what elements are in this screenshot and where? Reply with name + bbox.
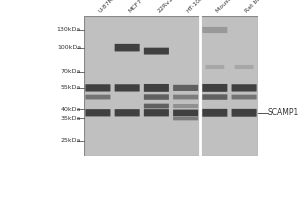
FancyBboxPatch shape xyxy=(115,44,140,51)
Text: HT-1080: HT-1080 xyxy=(186,0,207,14)
FancyBboxPatch shape xyxy=(173,110,198,116)
Text: Rat brain: Rat brain xyxy=(244,0,268,14)
FancyBboxPatch shape xyxy=(115,109,140,116)
Text: 70kDa: 70kDa xyxy=(61,69,81,74)
Text: U-87MG: U-87MG xyxy=(98,0,119,14)
Text: 55kDa: 55kDa xyxy=(61,85,81,90)
Text: MCF7: MCF7 xyxy=(127,0,143,14)
FancyBboxPatch shape xyxy=(85,95,110,99)
FancyBboxPatch shape xyxy=(144,84,169,92)
FancyBboxPatch shape xyxy=(85,109,110,116)
FancyBboxPatch shape xyxy=(144,104,169,108)
Text: 40kDa: 40kDa xyxy=(61,107,81,112)
FancyBboxPatch shape xyxy=(144,48,169,55)
FancyBboxPatch shape xyxy=(202,109,227,117)
FancyBboxPatch shape xyxy=(144,94,169,100)
Text: 130kDa: 130kDa xyxy=(57,27,81,32)
FancyBboxPatch shape xyxy=(232,109,256,117)
Text: Mouse brain: Mouse brain xyxy=(215,0,246,14)
FancyBboxPatch shape xyxy=(173,85,198,91)
FancyBboxPatch shape xyxy=(115,84,140,92)
FancyBboxPatch shape xyxy=(202,94,227,100)
FancyBboxPatch shape xyxy=(85,84,110,92)
Text: 25kDa: 25kDa xyxy=(61,138,81,143)
Text: 22Rv1: 22Rv1 xyxy=(156,0,174,14)
FancyBboxPatch shape xyxy=(206,65,224,69)
FancyBboxPatch shape xyxy=(202,27,227,33)
FancyBboxPatch shape xyxy=(232,95,256,99)
FancyBboxPatch shape xyxy=(232,84,256,92)
FancyBboxPatch shape xyxy=(173,104,198,108)
Text: 35kDa: 35kDa xyxy=(61,116,81,121)
FancyBboxPatch shape xyxy=(202,84,227,92)
FancyBboxPatch shape xyxy=(173,116,198,120)
FancyBboxPatch shape xyxy=(144,109,169,116)
FancyBboxPatch shape xyxy=(173,95,198,99)
FancyBboxPatch shape xyxy=(235,65,254,69)
Text: SCAMP1: SCAMP1 xyxy=(267,108,298,117)
Text: 100kDa: 100kDa xyxy=(57,45,81,50)
